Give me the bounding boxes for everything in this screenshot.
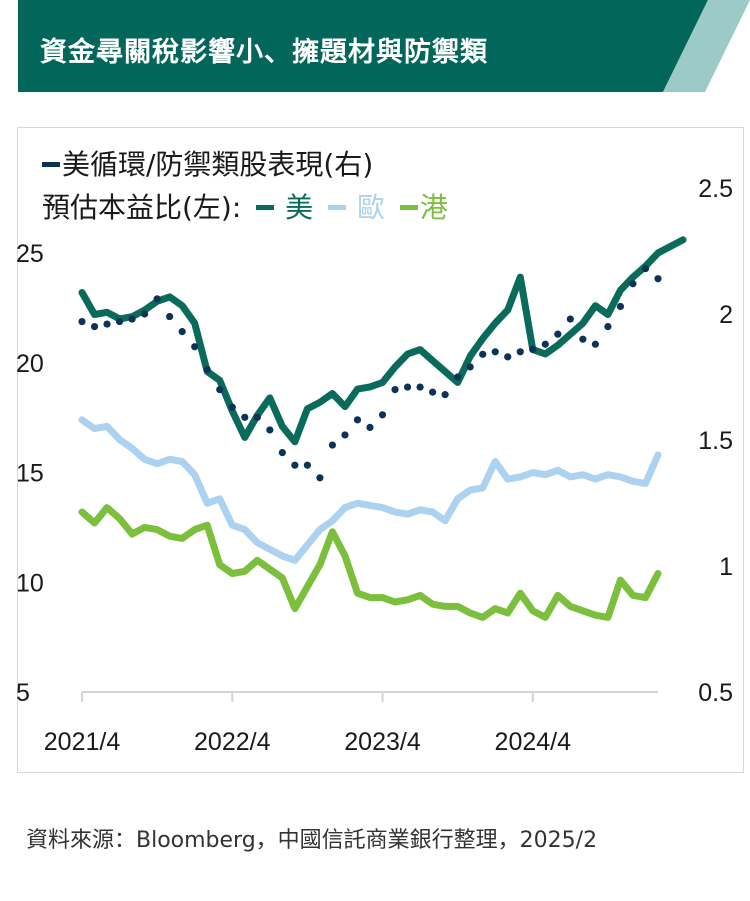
ratio-point xyxy=(353,416,362,424)
ratio-point xyxy=(90,323,99,331)
banner-accent-stripe xyxy=(663,0,750,92)
series-0 xyxy=(78,236,687,446)
banner-main-shape xyxy=(18,0,708,92)
legend-ratio-label: 美循環/防禦類股表現(右) xyxy=(62,148,374,181)
y-right-tick-label: 0.5 xyxy=(698,679,733,707)
ratio-point xyxy=(78,317,86,326)
ratio-point xyxy=(654,275,662,283)
y-left-tick-label: 25 xyxy=(16,240,44,268)
y-right-tick-label: 1 xyxy=(719,553,733,581)
ratio-point xyxy=(466,363,474,371)
y-right-tick-label: 1.5 xyxy=(698,427,733,455)
y-left-tick-label: 5 xyxy=(16,679,30,707)
series-line xyxy=(78,504,662,621)
y-right-tick-label: 2.5 xyxy=(698,175,733,203)
chart-axes xyxy=(81,691,658,702)
legend-pe-prefix: 預估本益比(左): xyxy=(42,191,242,224)
y-left-tick-label: 20 xyxy=(16,350,44,378)
ratio-point xyxy=(554,330,562,338)
ratio-point xyxy=(504,353,512,361)
ratio-point xyxy=(604,323,612,331)
ratio-point xyxy=(403,383,412,391)
y-left-tick-label: 10 xyxy=(16,569,44,597)
ratio-point xyxy=(516,348,524,356)
ratio-point xyxy=(328,441,337,449)
ratio-point xyxy=(541,340,549,348)
ratio-point xyxy=(303,461,311,469)
y-left-tick-label: 15 xyxy=(16,460,44,488)
ratio-point xyxy=(441,391,449,399)
series-2 xyxy=(78,504,662,621)
ratio-point xyxy=(241,413,249,421)
ratio-point xyxy=(115,317,124,326)
legend-label-hk: 港 xyxy=(419,191,448,224)
ratio-point xyxy=(616,302,625,311)
ratio-point xyxy=(529,345,537,353)
ratio-point xyxy=(641,265,650,273)
ratio-point xyxy=(391,386,399,394)
legend-swatch-us xyxy=(256,204,275,210)
legend-swatch-ratio xyxy=(42,161,60,167)
chart-series xyxy=(78,236,687,621)
x-tick-label: 2024/4 xyxy=(495,728,572,756)
ratio-point xyxy=(341,431,349,439)
ratio-point xyxy=(278,449,286,457)
ratio-point xyxy=(266,426,274,434)
ratio-point xyxy=(454,373,462,381)
legend-label-eu: 歐 xyxy=(356,191,385,224)
ratio-point xyxy=(316,474,324,482)
ratio-point xyxy=(579,335,587,343)
ratio-point xyxy=(128,315,136,323)
x-tick-label: 2023/4 xyxy=(344,728,421,756)
source-note: 資料來源：Bloomberg，中國信託商業銀行整理，2025/2 xyxy=(26,828,598,853)
banner-background xyxy=(18,0,750,92)
ratio-point xyxy=(141,310,149,318)
series-line xyxy=(78,416,662,564)
x-tick-label: 2021/4 xyxy=(44,728,121,756)
x-tick-label: 2022/4 xyxy=(194,728,271,756)
ratio-point xyxy=(166,312,174,321)
ratio-point xyxy=(566,315,574,323)
chart-frame xyxy=(17,127,744,773)
ratio-point xyxy=(378,411,387,419)
ratio-point xyxy=(228,403,236,411)
legend-item-hk: 港 xyxy=(399,191,448,224)
chart-tick-labels: 2021/4 2022/4 2023/4 2024/4 25 20 15 10 5 2.5 2 1.5… xyxy=(16,175,733,756)
legend-label-us: 美 xyxy=(285,191,314,224)
y-right-tick-label: 2 xyxy=(719,301,733,329)
ratio-point xyxy=(491,348,499,356)
ratio-point xyxy=(253,413,261,421)
ratio-point xyxy=(591,340,599,348)
ratio-point xyxy=(203,365,211,374)
series-line xyxy=(78,236,687,446)
legend-item-us: 美 xyxy=(256,191,313,224)
ratio-point xyxy=(479,350,487,358)
legend-ratio: 美循環/防禦類股表現(右) xyxy=(42,143,373,183)
ratio-point xyxy=(216,386,224,394)
legend-item-eu: 歐 xyxy=(328,191,385,224)
chart-plot: 2021/4 2022/4 2023/4 2024/4 25 20 15 10 5 2.5 2 1.5… xyxy=(16,175,733,756)
ratio-point xyxy=(103,320,111,328)
legend-pe: 預估本益比(左): 美 歐 港 xyxy=(42,186,448,226)
legend-swatch-eu xyxy=(328,204,347,210)
page-title: 資金尋關稅影響小、擁題材與防禦類 xyxy=(40,37,488,68)
legend-swatch-hk xyxy=(399,204,418,210)
series-3 xyxy=(78,265,662,482)
ratio-point xyxy=(191,343,199,351)
ratio-point xyxy=(429,388,437,396)
ratio-point xyxy=(153,295,161,303)
ratio-point xyxy=(178,328,186,336)
ratio-point xyxy=(291,461,299,469)
ratio-point xyxy=(416,383,424,391)
ratio-point xyxy=(366,423,374,431)
title-banner: 資金尋關稅影響小、擁題材與防禦類 xyxy=(18,0,750,92)
series-1 xyxy=(78,416,662,564)
ratio-point xyxy=(629,280,637,288)
